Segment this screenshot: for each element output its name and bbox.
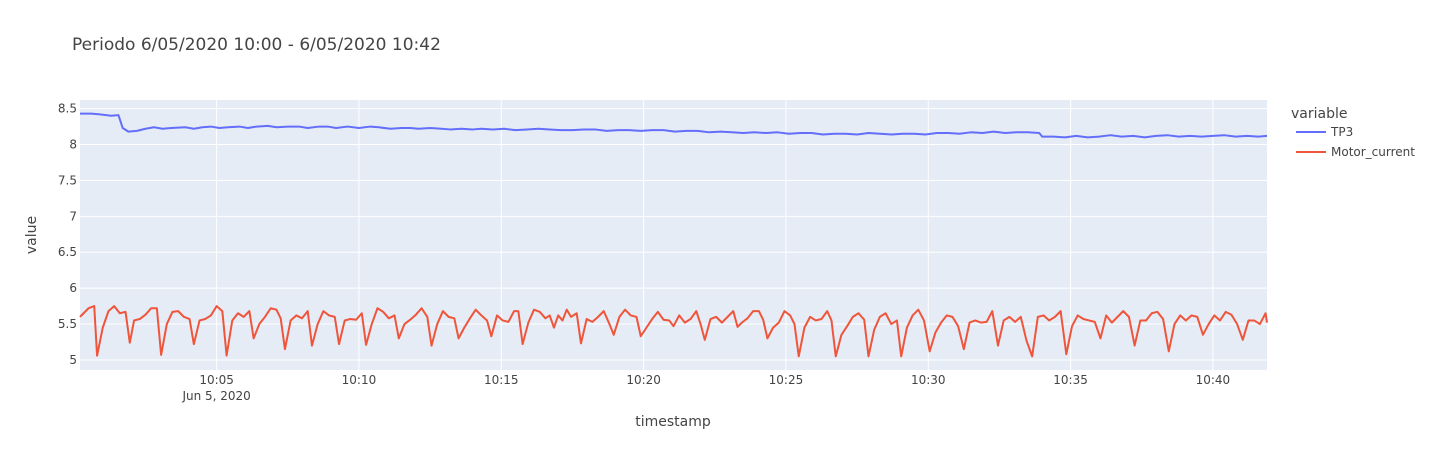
y-axis-title: value [24,216,40,254]
x-tick-sublabel: Jun 5, 2020 [181,389,250,403]
x-tick-label: 10:35 [1053,373,1088,387]
x-tick-label: 10:10 [342,373,377,387]
x-axis-ticks: 10:05 Jun 5, 2020 10:10 10:15 10:20 10:25 10:3… [181,373,1230,403]
x-tick-label: 10:05 [199,373,234,387]
series-lines [79,112,1268,358]
x-tick-label: 10:20 [626,373,661,387]
y-tick-label: 5 [69,353,77,367]
legend-item-motor-current[interactable]: Motor_current [1296,145,1415,159]
series-line-tp3 [80,112,1268,139]
y-tick-label: 8.5 [58,102,77,116]
legend[interactable]: TP3 Motor_current [1296,125,1415,159]
legend-label: Motor_current [1331,145,1415,159]
series-line-motor-current [79,305,1268,358]
x-tick-label: 10:25 [769,373,804,387]
legend-item-tp3[interactable]: TP3 [1296,125,1353,139]
legend-label: TP3 [1330,125,1353,139]
x-axis-title: timestamp [635,414,711,430]
x-tick-label: 10:15 [484,373,519,387]
y-tick-label: 5.5 [58,317,77,331]
y-tick-label: 6.5 [58,245,77,259]
y-tick-label: 7 [69,209,77,223]
grid-lines [80,100,1267,370]
y-axis-ticks: 5 5.5 6 6.5 7 7.5 8 8.5 [58,102,77,367]
chart-title: Periodo 6/05/2020 10:00 - 6/05/2020 10:4… [72,35,441,55]
x-tick-label: 10:30 [911,373,946,387]
x-tick-label: 10:40 [1196,373,1231,387]
legend-title: variable [1291,106,1347,122]
y-tick-label: 8 [69,138,77,152]
y-tick-label: 6 [69,281,77,295]
y-tick-label: 7.5 [58,173,77,187]
